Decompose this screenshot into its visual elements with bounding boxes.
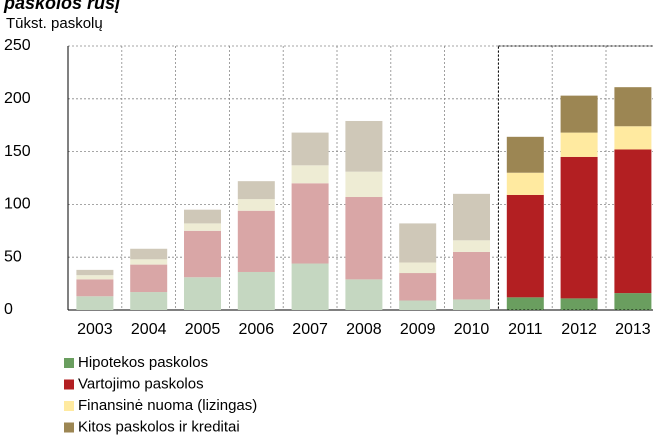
bar-segment: [345, 279, 383, 310]
legend-label: Vartojimo paskolos: [78, 375, 204, 392]
bar-segment: [130, 292, 168, 310]
bar-segment: [291, 132, 329, 166]
x-tick-label: 2011: [508, 321, 543, 338]
y-tick-label: 100: [4, 196, 31, 213]
x-tick-label: 2012: [561, 321, 597, 338]
bar-segment: [76, 296, 114, 310]
bar-segment: [560, 95, 598, 133]
bar-segment: [399, 262, 437, 274]
y-tick-label: 200: [4, 90, 31, 107]
bar-segment: [291, 263, 329, 310]
bar-segment: [291, 183, 329, 264]
bar-segment: [184, 209, 221, 224]
legend-label: Hipotekos paskolos: [78, 354, 208, 371]
bar-segment: [506, 297, 544, 310]
bar-segment: [560, 132, 598, 157]
bar-segment: [76, 275, 114, 280]
bar-segment: [399, 300, 437, 310]
bar-segment: [453, 193, 490, 241]
y-tick-label: 50: [4, 248, 22, 265]
bar-segment: [560, 298, 598, 310]
bar-segment: [399, 223, 437, 263]
forecast-box: [497, 45, 653, 311]
x-tick-label: 2007: [292, 321, 328, 338]
bar-segment: [506, 194, 544, 298]
bar-segment: [560, 156, 598, 299]
bar-segment: [184, 223, 221, 231]
y-tick-label: 250: [4, 37, 31, 54]
bar-segment: [130, 259, 168, 265]
bar-segment: [506, 172, 544, 195]
x-tick-label: 2006: [239, 321, 275, 338]
bar-segment: [345, 120, 383, 172]
bar-segment: [453, 299, 490, 310]
legend-label: Kitos paskolos ir kreditai: [78, 418, 240, 435]
x-tick-label: 2008: [346, 321, 382, 338]
chart-title: paskolos rūšį: [3, 0, 121, 13]
bar-segment: [184, 230, 221, 278]
y-tick-label: 150: [4, 143, 31, 160]
legend-swatch: [64, 379, 74, 390]
bar-segment: [184, 277, 221, 310]
bar-segment: [345, 171, 383, 198]
bar-segment: [237, 210, 275, 272]
bar-segment: [237, 199, 275, 211]
bar-segment: [291, 165, 329, 184]
y-tick-label: 0: [4, 301, 13, 318]
bar-segment: [76, 269, 114, 276]
legend-label: Finansinė nuoma (lizingas): [78, 397, 257, 414]
x-tick-label: 2010: [454, 321, 490, 338]
bar-segment: [237, 271, 275, 310]
legend-swatch: [64, 358, 74, 368]
bar-segment: [614, 149, 652, 294]
bar-segment: [453, 240, 490, 252]
bar-segment: [130, 264, 168, 293]
x-tick-label: 2005: [185, 321, 221, 338]
x-tick-label: 2003: [77, 321, 113, 338]
bar-segment: [237, 181, 275, 200]
legend-swatch: [64, 422, 74, 433]
bar-segment: [76, 279, 114, 297]
bar-segment: [506, 136, 544, 173]
bar-segment: [614, 126, 652, 150]
y-axis-label: Tūkst. paskolų: [6, 15, 103, 32]
bar-segment: [614, 87, 652, 127]
bar-segment: [614, 293, 652, 310]
x-tick-label: 2004: [131, 321, 167, 338]
bar-segment: [399, 273, 437, 301]
legend-swatch: [64, 401, 74, 411]
bar-segment: [345, 197, 383, 280]
bar-segment: [130, 248, 168, 260]
x-tick-label: 2013: [615, 321, 651, 338]
bar-segment: [453, 251, 490, 300]
x-tick-label: 2009: [400, 321, 436, 338]
